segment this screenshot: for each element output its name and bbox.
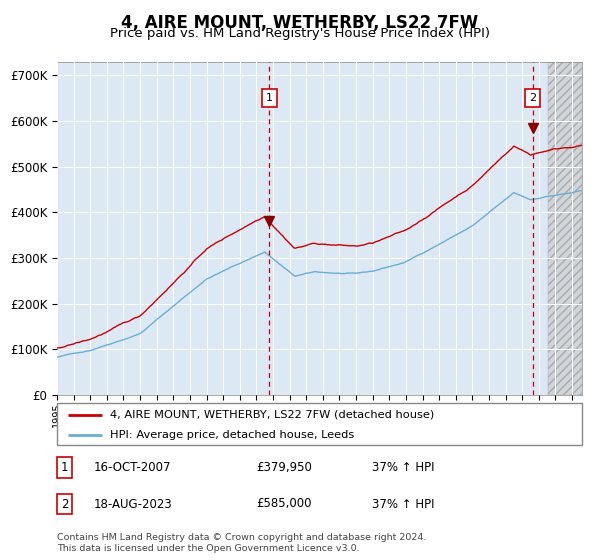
Text: Price paid vs. HM Land Registry's House Price Index (HPI): Price paid vs. HM Land Registry's House … bbox=[110, 27, 490, 40]
Text: 1: 1 bbox=[61, 461, 68, 474]
Text: 37% ↑ HPI: 37% ↑ HPI bbox=[372, 497, 434, 511]
Text: £379,950: £379,950 bbox=[257, 461, 313, 474]
Bar bbox=[548, 62, 582, 395]
Text: HPI: Average price, detached house, Leeds: HPI: Average price, detached house, Leed… bbox=[110, 430, 354, 440]
Bar bbox=[548, 62, 582, 395]
Text: 4, AIRE MOUNT, WETHERBY, LS22 7FW: 4, AIRE MOUNT, WETHERBY, LS22 7FW bbox=[121, 14, 479, 32]
Text: 37% ↑ HPI: 37% ↑ HPI bbox=[372, 461, 434, 474]
Text: 16-OCT-2007: 16-OCT-2007 bbox=[94, 461, 171, 474]
Text: Contains HM Land Registry data © Crown copyright and database right 2024.
This d: Contains HM Land Registry data © Crown c… bbox=[57, 533, 427, 553]
FancyBboxPatch shape bbox=[57, 403, 582, 445]
Text: 18-AUG-2023: 18-AUG-2023 bbox=[94, 497, 173, 511]
Text: £585,000: £585,000 bbox=[257, 497, 312, 511]
Text: 1: 1 bbox=[266, 94, 273, 103]
Text: 2: 2 bbox=[529, 94, 536, 103]
Text: 4, AIRE MOUNT, WETHERBY, LS22 7FW (detached house): 4, AIRE MOUNT, WETHERBY, LS22 7FW (detac… bbox=[110, 409, 434, 419]
Text: 2: 2 bbox=[61, 497, 68, 511]
